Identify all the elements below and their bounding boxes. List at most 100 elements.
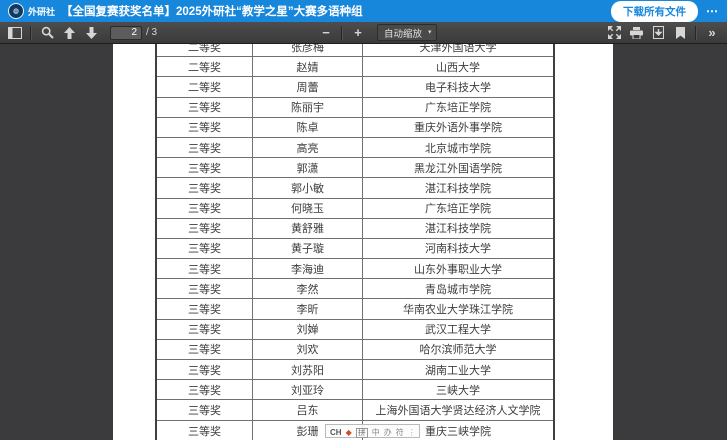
table-row-award: 二等奖: [157, 44, 253, 57]
table-row-name: 刘婵: [253, 319, 363, 339]
ime-item: 符: [396, 422, 404, 440]
zoom-in-label: +: [354, 25, 362, 40]
table-row-school: 湛江科技学院: [425, 223, 491, 236]
chevrons-right-icon: »: [708, 25, 716, 40]
table-row-award: 三等奖: [157, 400, 253, 420]
download-all-button[interactable]: 下载所有文件: [611, 0, 698, 22]
header-more-button[interactable]: ⋯: [706, 4, 719, 18]
toolbar-separator: [341, 25, 343, 40]
page-down-icon: [85, 26, 97, 39]
page-number-input[interactable]: [110, 25, 142, 40]
bookmark-icon: [675, 26, 685, 39]
more-tools-button[interactable]: »: [701, 24, 723, 42]
table-row: 二等奖 周蕾 电子科技大学: [157, 77, 553, 98]
table-row: 三等奖 郭小敏 湛江科技学院: [157, 178, 553, 199]
table-row-school: 湛江科技学院: [425, 182, 491, 195]
table-row: 三等奖 刘欢 哈尔滨师范大学: [157, 339, 553, 360]
table-row-award: 三等奖: [157, 238, 253, 259]
page-down-button[interactable]: [80, 24, 102, 42]
table-row-name: 吕东: [253, 400, 363, 420]
print-button[interactable]: [625, 24, 647, 42]
table-row-award: 二等奖: [157, 77, 253, 97]
table-row: 三等奖 李然 青岛城市学院: [157, 279, 553, 300]
table-row-name: 刘苏阳: [253, 360, 363, 380]
table-row-school: 三峡大学: [436, 384, 480, 397]
table-row: 三等奖 陈卓 重庆外语外事学院: [157, 117, 553, 138]
ime-item: CH: [330, 422, 342, 440]
table-row-name: 刘亚玲: [253, 380, 363, 400]
table-row-award: 三等奖: [157, 218, 253, 238]
zoom-in-button[interactable]: +: [347, 24, 369, 42]
presentation-mode-button[interactable]: [603, 24, 625, 42]
ime-item-glyph: 符: [395, 428, 404, 437]
table-row-award: 三等奖: [157, 158, 253, 178]
ime-item: ◆: [346, 422, 352, 440]
table-row: 三等奖 黄子璇 河南科技大学: [157, 238, 553, 260]
table-row: 三等奖 吕东 上海外国语大学贤达经济人文学院: [157, 400, 553, 421]
download-button[interactable]: [647, 24, 669, 42]
ime-language-bar[interactable]: CH ◆ 拼中办符 ⋮: [325, 424, 420, 438]
table-row-name: 高亮: [253, 137, 363, 158]
table-row-school: 湖南工业大学: [425, 364, 491, 377]
page-count-label: / 3: [146, 27, 158, 38]
table-row-name: 刘欢: [253, 339, 363, 359]
table-row-name: 周蕾: [253, 77, 363, 97]
table-row-award: 三等奖: [157, 259, 253, 279]
sidebar-toggle-icon: [8, 26, 22, 39]
table-row-name: 张彦梅: [253, 44, 363, 57]
table-row: 三等奖 刘婵 武汉工程大学: [157, 319, 553, 340]
table-row-school: 上海外国语大学贤达经济人文学院: [375, 404, 541, 417]
document-title: 【全国复赛获奖名单】2025外研社“教学之星”大赛多语种组: [61, 6, 363, 18]
ime-item-glyph: ◆: [345, 428, 352, 437]
table-row: 三等奖 李海迪 山东外事职业大学: [157, 259, 553, 280]
find-button[interactable]: [36, 24, 58, 42]
table-row-award: 三等奖: [157, 420, 253, 440]
ime-item-glyph: ⋮: [407, 428, 416, 437]
table-row: 三等奖 高亮 北京城市学院: [157, 137, 553, 159]
table-row-school: 广东培正学院: [425, 203, 491, 216]
table-row-school: 电子科技大学: [425, 81, 491, 94]
table-row-name: 黄舒雅: [253, 218, 363, 238]
table-row-school: 山西大学: [436, 61, 480, 74]
table-row: 二等奖 赵婧 山西大学: [157, 57, 553, 78]
table-row-school: 广东培正学院: [425, 102, 491, 115]
awards-table: 二等奖 张彦梅 天津外国语大学 二等奖 赵婧 山西大学 二等奖 周蕾 电子科技大学 三等奖 陈丽宇广…: [155, 44, 555, 440]
table-row-award: 三等奖: [157, 279, 253, 299]
sidebar-toggle-button[interactable]: [4, 24, 26, 42]
table-row-award: 三等奖: [157, 380, 253, 400]
table-row-award: 二等奖: [157, 57, 253, 77]
presentation-mode-icon: [607, 26, 621, 39]
table-row-award: 三等奖: [157, 360, 253, 380]
scale-select[interactable]: 自动缩放 ▾: [377, 24, 437, 41]
ime-item: 拼: [355, 422, 368, 440]
table-row-school: 天津外国语大学: [419, 44, 497, 54]
page-up-icon: [63, 26, 75, 39]
zoom-out-button[interactable]: −: [315, 24, 337, 42]
ime-item: ⋮: [407, 422, 416, 440]
pdf-page: 二等奖 张彦梅 天津外国语大学 二等奖 赵婧 山西大学 二等奖 周蕾 电子科技大学 三等奖 陈丽宇广…: [113, 44, 613, 440]
table-row-name: 李海迪: [253, 259, 363, 279]
table-row-award: 三等奖: [157, 97, 253, 117]
table-row-name: 何晓玉: [253, 198, 363, 218]
table-row: 三等奖 黄舒雅 湛江科技学院: [157, 218, 553, 239]
fltrp-logo-icon: ◍: [8, 3, 24, 19]
table-row-school: 黑龙江外国语学院: [414, 162, 502, 175]
table-row: 三等奖 彭珊 重庆三峡学院: [157, 420, 553, 440]
table-row: 三等奖 何晓玉 广东培正学院: [157, 198, 553, 219]
table-row-school: 河南科技大学: [425, 243, 491, 256]
bookmark-button[interactable]: [669, 24, 691, 42]
table-row-award: 三等奖: [157, 319, 253, 339]
table-row-award: 三等奖: [157, 137, 253, 158]
ime-item-glyph: 拼: [355, 428, 368, 438]
table-row-award: 三等奖: [157, 198, 253, 218]
table-row-school: 武汉工程大学: [425, 324, 491, 337]
brand-name: 外研社: [28, 6, 56, 17]
page-up-button[interactable]: [58, 24, 80, 42]
table-row-name: 赵婧: [253, 57, 363, 77]
pdf-viewer-area[interactable]: 二等奖 张彦梅 天津外国语大学 二等奖 赵婧 山西大学 二等奖 周蕾 电子科技大学 三等奖 陈丽宇广…: [0, 44, 727, 440]
table-row-award: 三等奖: [157, 178, 253, 198]
table-row: 三等奖 刘亚玲 三峡大学: [157, 380, 553, 401]
table-row-award: 三等奖: [157, 117, 253, 137]
search-icon: [41, 26, 54, 39]
table-row-award: 三等奖: [157, 299, 253, 319]
